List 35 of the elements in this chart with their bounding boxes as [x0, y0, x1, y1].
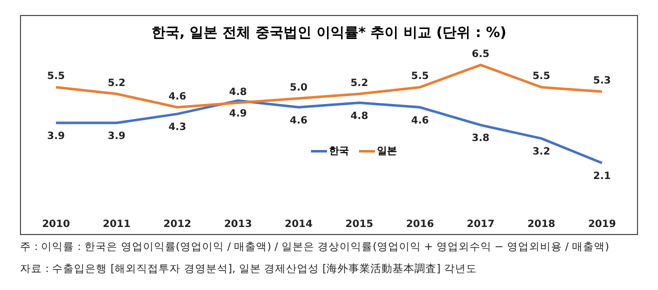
data-label: 3.2: [532, 146, 550, 158]
chart-title: 한국, 일본 전체 중국법인 이익률* 추이 비교 (단위 : %): [150, 24, 508, 42]
data-label: 5.5: [47, 71, 65, 82]
data-label: 4.9: [229, 108, 247, 120]
x-tick-label: 2015: [345, 219, 374, 230]
x-tick-label: 2010: [42, 219, 70, 230]
x-tick-label: 2018: [527, 219, 556, 230]
data-label: 4.6: [168, 91, 186, 102]
text: 자료 : 수출입은행 [해외직접투자 경영분석], 일본 경제산업성 [海外事業活動基本調査] 각년도: [20, 262, 477, 276]
x-tick-label: 2014: [284, 219, 313, 230]
data-label: 4.3: [168, 122, 186, 133]
data-label: 5.0: [290, 82, 308, 94]
x-tick-label: 2013: [224, 219, 252, 230]
data-label: 5.3: [593, 76, 611, 87]
data-label: 4.6: [290, 115, 308, 126]
data-label: 4.6: [411, 115, 429, 126]
x-tick-label: 2012: [163, 219, 192, 230]
x-tick-label: 2011: [102, 219, 131, 230]
data-label: 6.5: [472, 48, 490, 60]
x-tick-label: 2017: [466, 219, 495, 230]
x-tick-label: 2019: [588, 219, 616, 230]
data-label: 5.5: [411, 71, 429, 82]
data-label: 3.9: [108, 130, 126, 142]
data-label: 2.1: [593, 170, 611, 182]
text: 주 : 이익률 : 한국은 영업이익률(영업이익 / 매출액) / 일본은 경상이익률(영업이익 + 영업외수익 − 영업외비용 / 매출액): [20, 240, 610, 254]
legend-label: 일본: [376, 145, 397, 158]
data-label: 4.8: [350, 110, 368, 122]
data-label: 5.2: [350, 78, 368, 89]
data-label: 5.2: [108, 78, 126, 89]
data-label: 4.8: [229, 86, 247, 98]
x-tick-label: 2016: [406, 219, 434, 230]
data-label: 5.5: [532, 71, 550, 82]
data-label: 3.9: [47, 130, 65, 142]
legend-label: 한국: [328, 145, 349, 158]
data-label: 3.8: [472, 133, 490, 144]
